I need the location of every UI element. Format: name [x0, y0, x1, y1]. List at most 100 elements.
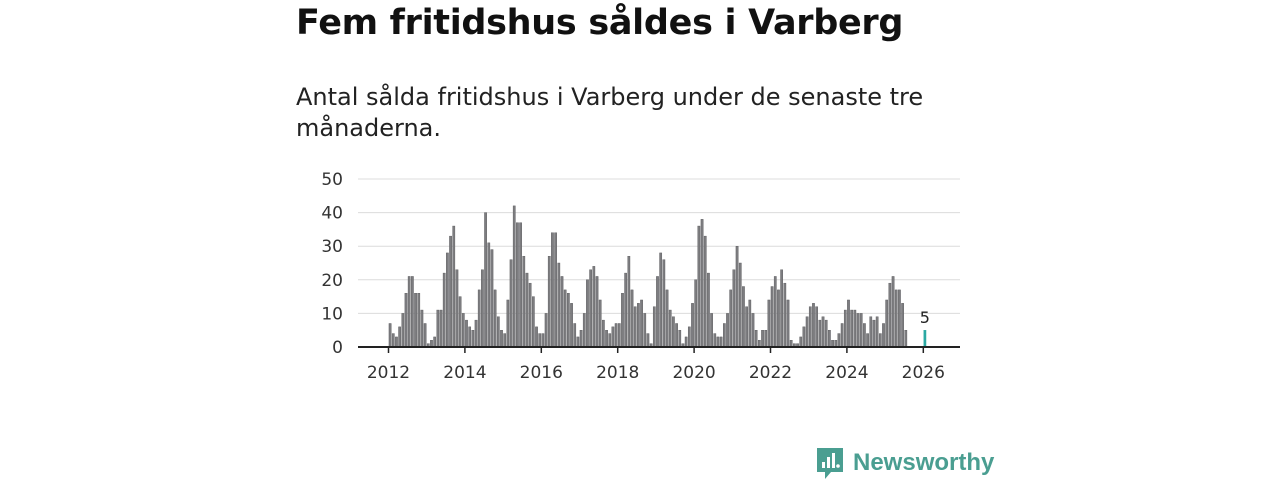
bar [519, 222, 522, 348]
bar [404, 293, 408, 348]
bar [885, 299, 889, 348]
bar [859, 313, 863, 348]
bar [461, 313, 465, 348]
bar [455, 269, 459, 348]
bar [815, 306, 818, 348]
bar [742, 286, 745, 348]
bar [672, 316, 675, 348]
bar [487, 242, 491, 348]
bar [850, 309, 854, 348]
bar [388, 323, 392, 348]
bar [420, 309, 424, 348]
bar [818, 319, 822, 348]
bar [697, 225, 701, 348]
x-tick-label: 2018 [596, 363, 639, 383]
bar [726, 313, 729, 348]
bar [446, 252, 449, 348]
highlight-bar [923, 330, 927, 348]
y-tick-label: 10 [321, 304, 343, 324]
bar [863, 323, 866, 348]
bar [789, 340, 793, 348]
bar [611, 326, 615, 348]
bar [824, 319, 828, 348]
x-axis-labels: 2012 2014 2016 2018 2020 2022 2024 2026 [367, 347, 945, 383]
bar [417, 293, 421, 348]
bar [481, 269, 484, 348]
bar [691, 303, 694, 348]
bar [621, 293, 624, 348]
bar [713, 333, 717, 348]
bar [821, 316, 825, 348]
bar [745, 306, 748, 348]
bar [831, 340, 834, 348]
grid-lines [358, 178, 960, 314]
bar [401, 313, 405, 348]
brand-name: Newsworthy [853, 449, 995, 476]
bar [738, 262, 742, 348]
bar [643, 313, 647, 348]
chart-subtitle: Antal sålda fritidshus i Varberg under d… [296, 83, 924, 142]
bar [656, 276, 659, 348]
bar [853, 309, 857, 348]
bar [640, 299, 643, 348]
bar [592, 266, 596, 348]
highlight-value-label: 5 [920, 308, 930, 327]
bar [506, 299, 510, 348]
bar [512, 205, 516, 348]
bar [748, 299, 752, 348]
bar [812, 303, 815, 348]
x-tick-label: 2022 [749, 363, 792, 383]
bar [544, 313, 548, 348]
bar [646, 333, 650, 348]
bar [541, 333, 545, 348]
bar [904, 330, 908, 348]
bar [780, 269, 783, 348]
bar [799, 336, 803, 348]
bar [525, 272, 529, 348]
newsworthy-logo: Newsworthy [815, 446, 994, 480]
y-tick-label: 50 [321, 170, 343, 190]
bar [614, 323, 618, 348]
bar [586, 279, 589, 348]
bar-chart: 0 10 20 30 40 50 2012 2014 2016 2018 2020 2022 2024… [321, 170, 960, 383]
bar [595, 276, 599, 348]
bar [471, 330, 475, 348]
bar [843, 309, 847, 348]
bar [847, 299, 850, 348]
bar [678, 330, 682, 348]
bar [468, 326, 472, 348]
x-tick-label: 2016 [520, 363, 563, 383]
bar [398, 326, 401, 348]
bar [735, 245, 739, 348]
bar [773, 276, 777, 348]
bar [557, 262, 561, 348]
bar [436, 309, 440, 348]
x-tick-label: 2014 [443, 363, 486, 383]
bar [828, 330, 831, 348]
bar [729, 289, 733, 348]
bar [522, 256, 526, 348]
bar [516, 222, 519, 348]
bar [532, 296, 535, 348]
bar [433, 336, 436, 348]
bar [490, 249, 494, 348]
bar [856, 313, 860, 348]
bar [834, 340, 838, 348]
x-tick-label: 2012 [367, 363, 410, 383]
bar [875, 316, 879, 348]
bar [751, 313, 755, 348]
bar [770, 286, 774, 348]
bar [598, 299, 602, 348]
y-tick-label: 0 [332, 338, 343, 358]
bar [652, 306, 656, 348]
bar [869, 316, 873, 348]
bar [805, 316, 809, 348]
bar [719, 336, 723, 348]
bar [493, 289, 497, 348]
bar [439, 309, 443, 348]
bar [662, 259, 666, 348]
bar [754, 330, 758, 348]
bar [866, 333, 869, 348]
bar [878, 333, 882, 348]
bar [901, 303, 904, 348]
